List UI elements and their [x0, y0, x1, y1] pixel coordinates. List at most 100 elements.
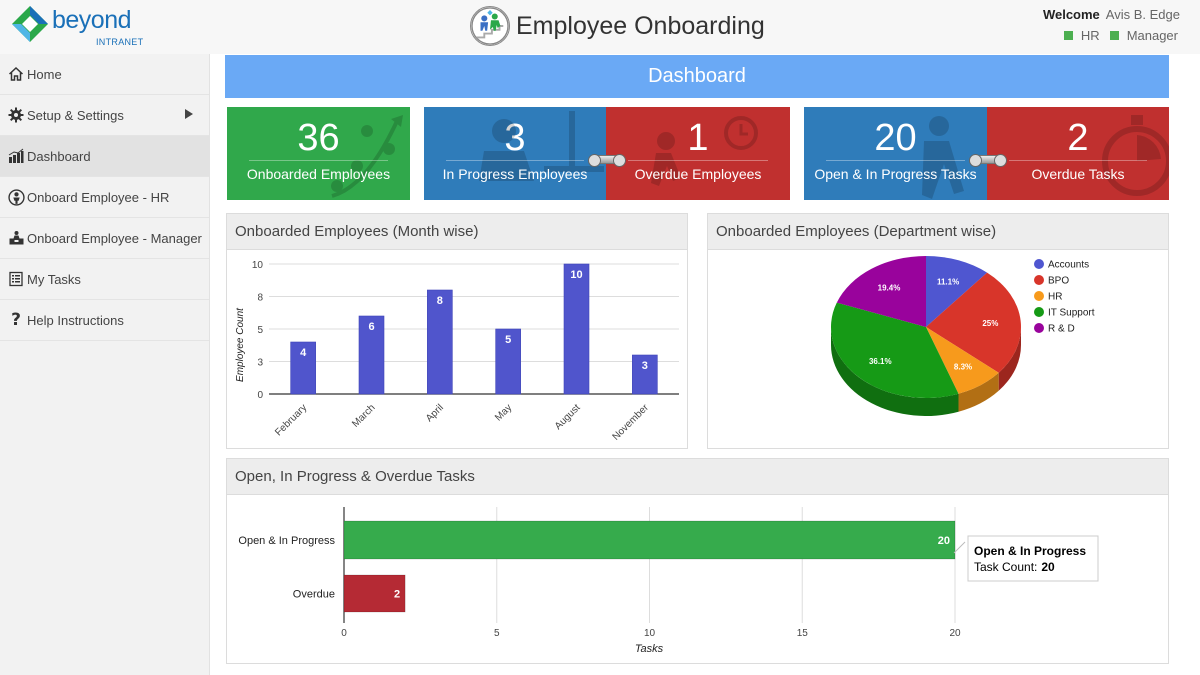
pie-slice[interactable]	[836, 256, 926, 327]
x-tick-label: February	[273, 402, 309, 438]
bar[interactable]	[343, 520, 956, 560]
tile-value: 36	[297, 117, 340, 159]
month-bar-chart: 0 3 5 8 10 4 6 8 5 10 3 February March April May Augu…	[235, 260, 679, 443]
pie-slice[interactable]	[926, 256, 988, 327]
legend-label: HR	[1048, 292, 1062, 303]
tile-label: Overdue Tasks	[1031, 166, 1125, 182]
sidebar-item-label: Onboard Employee - Manager	[27, 230, 202, 246]
bar-value-label: 5	[505, 334, 511, 346]
submenu-arrow-icon[interactable]	[185, 109, 193, 119]
x-tick-label: November	[611, 402, 652, 443]
bar[interactable]	[495, 328, 521, 395]
tile-divider	[826, 160, 965, 161]
legend-item[interactable]: BPO	[1034, 275, 1069, 287]
legend-label: IT Support	[1048, 308, 1095, 319]
sidebar: Home Setup & Settings Dashboard Onboard …	[0, 54, 210, 675]
pie-slice-side	[958, 372, 999, 412]
tile-label: Open & In Progress Tasks	[814, 166, 977, 182]
pie-slice[interactable]	[831, 302, 959, 398]
x-tick-label: 20	[949, 628, 961, 639]
legend-swatch-icon	[1034, 259, 1044, 269]
dashboard-title: Dashboard	[225, 55, 1169, 98]
legend-item[interactable]: HR	[1034, 291, 1062, 303]
sidebar-item-dashboard[interactable]: Dashboard	[0, 136, 209, 177]
tooltip-label: Task Count:	[974, 560, 1037, 574]
tile-divider	[249, 160, 388, 161]
sidebar-item-my-tasks[interactable]: My Tasks	[0, 259, 209, 300]
tile-overdue-tasks[interactable]: 2 Overdue Tasks	[987, 107, 1169, 200]
walking-worker-icon	[922, 116, 964, 199]
y-tick-label: 3	[257, 358, 263, 369]
tile-overdue-employees[interactable]: 1 Overdue Employees	[606, 107, 790, 200]
y-tick-label: 8	[257, 293, 263, 304]
tile-link-connector-icon	[969, 154, 1007, 167]
panel-title: Onboarded Employees (Month wise)	[227, 214, 687, 250]
tile-open-in-progress-tasks[interactable]: 20 Open & In Progress Tasks	[804, 107, 987, 200]
svg-text:Task Count:20: Task Count: 20	[974, 560, 1055, 574]
legend-label: R & D	[1048, 324, 1075, 335]
logo-subtext: INTRANET	[96, 37, 144, 47]
bar[interactable]	[343, 574, 406, 613]
clipboard-list-icon	[7, 270, 25, 288]
manager-desk-icon	[7, 229, 25, 247]
role-hr: HR	[1063, 28, 1100, 43]
top-bar: beyond INTRANET Employee Onboarding Welc…	[0, 0, 1200, 54]
person-badge-icon	[7, 188, 25, 206]
sidebar-item-home[interactable]: Home	[0, 54, 209, 95]
y-tick-label: 0	[257, 390, 263, 401]
bar-value-label: 6	[368, 321, 374, 333]
legend-item[interactable]: Accounts	[1034, 259, 1089, 271]
bar-value-label: 20	[938, 535, 950, 547]
pie-slice-label: 11.1%	[937, 278, 959, 287]
role-manager: Manager	[1109, 28, 1178, 43]
tile-label: Overdue Employees	[634, 166, 762, 182]
user-roles: HR Manager	[1063, 28, 1178, 43]
bar[interactable]	[427, 289, 453, 395]
legend-item[interactable]: R & D	[1034, 323, 1075, 335]
app-title-group: Employee Onboarding	[470, 5, 765, 47]
tile-value: 1	[687, 117, 709, 159]
tooltip-title: Open & In Progress	[974, 544, 1086, 558]
logo-text: beyond	[52, 6, 132, 34]
bar[interactable]	[290, 341, 316, 395]
sidebar-item-label: Home	[27, 66, 62, 82]
y-category-label: Open & In Progress	[238, 535, 335, 547]
pie-slice[interactable]	[926, 327, 999, 394]
pie-slice-label: 8.3%	[954, 363, 972, 372]
growth-people-icon	[331, 115, 403, 198]
sidebar-item-onboard-manager[interactable]: Onboard Employee - Manager	[0, 218, 209, 259]
tooltip-value: 20	[1041, 560, 1055, 574]
panel-title: Onboarded Employees (Department wise)	[708, 214, 1168, 250]
legend-swatch-icon	[1034, 323, 1044, 333]
home-icon	[7, 65, 25, 83]
x-tick-label: April	[424, 402, 446, 424]
role-label: HR	[1080, 28, 1100, 43]
legend-swatch-icon	[1034, 307, 1044, 317]
bar-value-label: 10	[570, 269, 582, 281]
bar-chart-icon	[7, 147, 25, 165]
tile-in-progress-employees[interactable]: 3 In Progress Employees	[424, 107, 606, 200]
sidebar-item-label: Onboard Employee - HR	[27, 189, 170, 205]
tile-onboarded-employees[interactable]: 36 Onboarded Employees	[227, 107, 410, 200]
tile-value: 20	[874, 117, 917, 159]
x-tick-label: March	[350, 402, 377, 429]
role-label: Manager	[1126, 28, 1178, 43]
sidebar-item-help[interactable]: ? Help Instructions	[0, 300, 209, 341]
sidebar-item-onboard-hr[interactable]: Onboard Employee - HR	[0, 177, 209, 218]
sidebar-item-setup-settings[interactable]: Setup & Settings	[0, 95, 209, 136]
y-tick-label: 5	[257, 325, 263, 336]
pie-slice[interactable]	[926, 272, 1021, 373]
legend-item[interactable]: IT Support	[1034, 307, 1095, 319]
tile-value: 2	[1067, 117, 1089, 159]
x-tick-label: 10	[644, 628, 656, 639]
bar[interactable]	[563, 263, 590, 395]
bar[interactable]	[358, 315, 385, 395]
x-tick-label: May	[493, 402, 514, 423]
user-name[interactable]: Avis B. Edge	[1105, 7, 1180, 22]
beyond-intranet-logo[interactable]: beyond INTRANET	[10, 4, 160, 48]
chart-tooltip: Open & In Progress Task Count: 20	[953, 535, 1099, 582]
bar[interactable]	[632, 354, 658, 395]
question-icon: ?	[11, 310, 21, 330]
y-axis-label: Employee Count	[235, 307, 246, 382]
tile-divider	[628, 160, 768, 161]
